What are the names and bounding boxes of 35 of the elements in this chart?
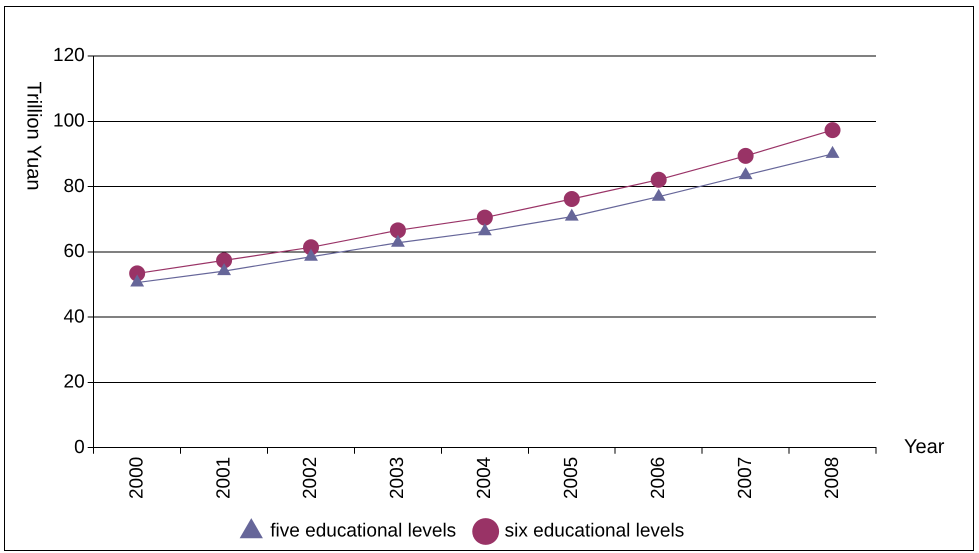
- point: [476, 210, 493, 226]
- x-tick-label: 2006: [648, 456, 669, 500]
- x-axis-title: Year: [904, 436, 945, 458]
- x-tick-label: 2001: [213, 456, 234, 500]
- point: [650, 172, 667, 188]
- point: [390, 222, 406, 238]
- point: [564, 190, 580, 207]
- x-tick-label: 2004: [474, 456, 496, 500]
- legend-label: five educational levels: [270, 520, 456, 542]
- point: [216, 252, 232, 268]
- point: [304, 248, 318, 261]
- x-tick-label: 2007: [734, 456, 756, 500]
- x-tick-label: 2003: [387, 456, 408, 500]
- point: [738, 167, 753, 180]
- legend-label: six educational levels: [504, 520, 684, 542]
- point: [478, 223, 492, 236]
- x-tick-label: 2000: [126, 456, 148, 500]
- point: [564, 208, 579, 221]
- y-axis-title: Trillion Yuan: [22, 82, 44, 190]
- point: [652, 188, 666, 201]
- y-tick-label: 60: [64, 241, 85, 262]
- point: [130, 274, 144, 287]
- point: [391, 234, 405, 247]
- y-tick-label: 40: [64, 306, 85, 328]
- point: [738, 148, 754, 164]
- x-tick-label: 2005: [561, 456, 582, 500]
- y-tick-label: 80: [64, 176, 85, 197]
- x-tick-label: 2008: [822, 456, 843, 500]
- point: [824, 122, 841, 138]
- y-tick-label: 120: [53, 45, 85, 66]
- y-tick-label: 100: [53, 110, 85, 132]
- y-tick-label: 20: [64, 372, 85, 393]
- x-tick-label: 2002: [300, 456, 322, 500]
- point: [217, 263, 232, 276]
- y-tick-label: 0: [74, 436, 85, 458]
